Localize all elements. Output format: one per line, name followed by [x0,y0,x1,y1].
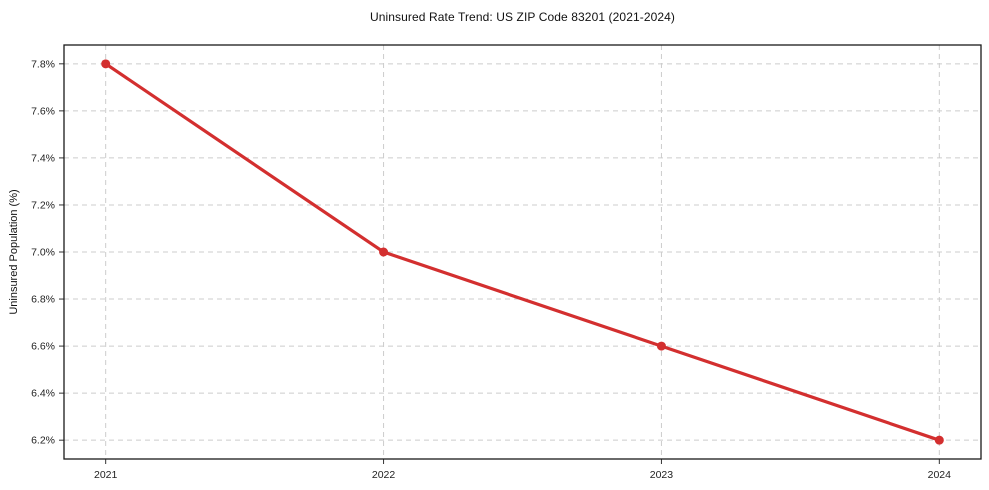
y-tick-label: 6.8% [31,294,55,306]
y-tick-label: 7.2% [31,199,55,211]
data-point-marker [101,59,111,69]
data-point-marker [379,247,389,257]
y-tick-label: 6.6% [31,341,55,353]
y-tick-label: 7.8% [31,58,55,70]
chart-title: Uninsured Rate Trend: US ZIP Code 83201 … [369,10,676,24]
data-point-marker [934,435,944,445]
x-tick-label: 2024 [928,469,952,481]
y-tick-label: 7.0% [31,247,55,259]
data-point-marker [656,341,666,351]
trend-line [104,62,941,442]
x-tick-label: 2023 [650,469,674,481]
y-tick-label: 6.2% [31,435,55,447]
y-tick-label: 7.4% [31,152,55,164]
y-tick-label: 7.6% [31,105,55,117]
y-tick-label: 6.4% [31,388,55,400]
x-tick-label: 2022 [372,469,396,481]
x-tick-label: 2021 [94,469,118,481]
plot-frame [63,44,982,460]
